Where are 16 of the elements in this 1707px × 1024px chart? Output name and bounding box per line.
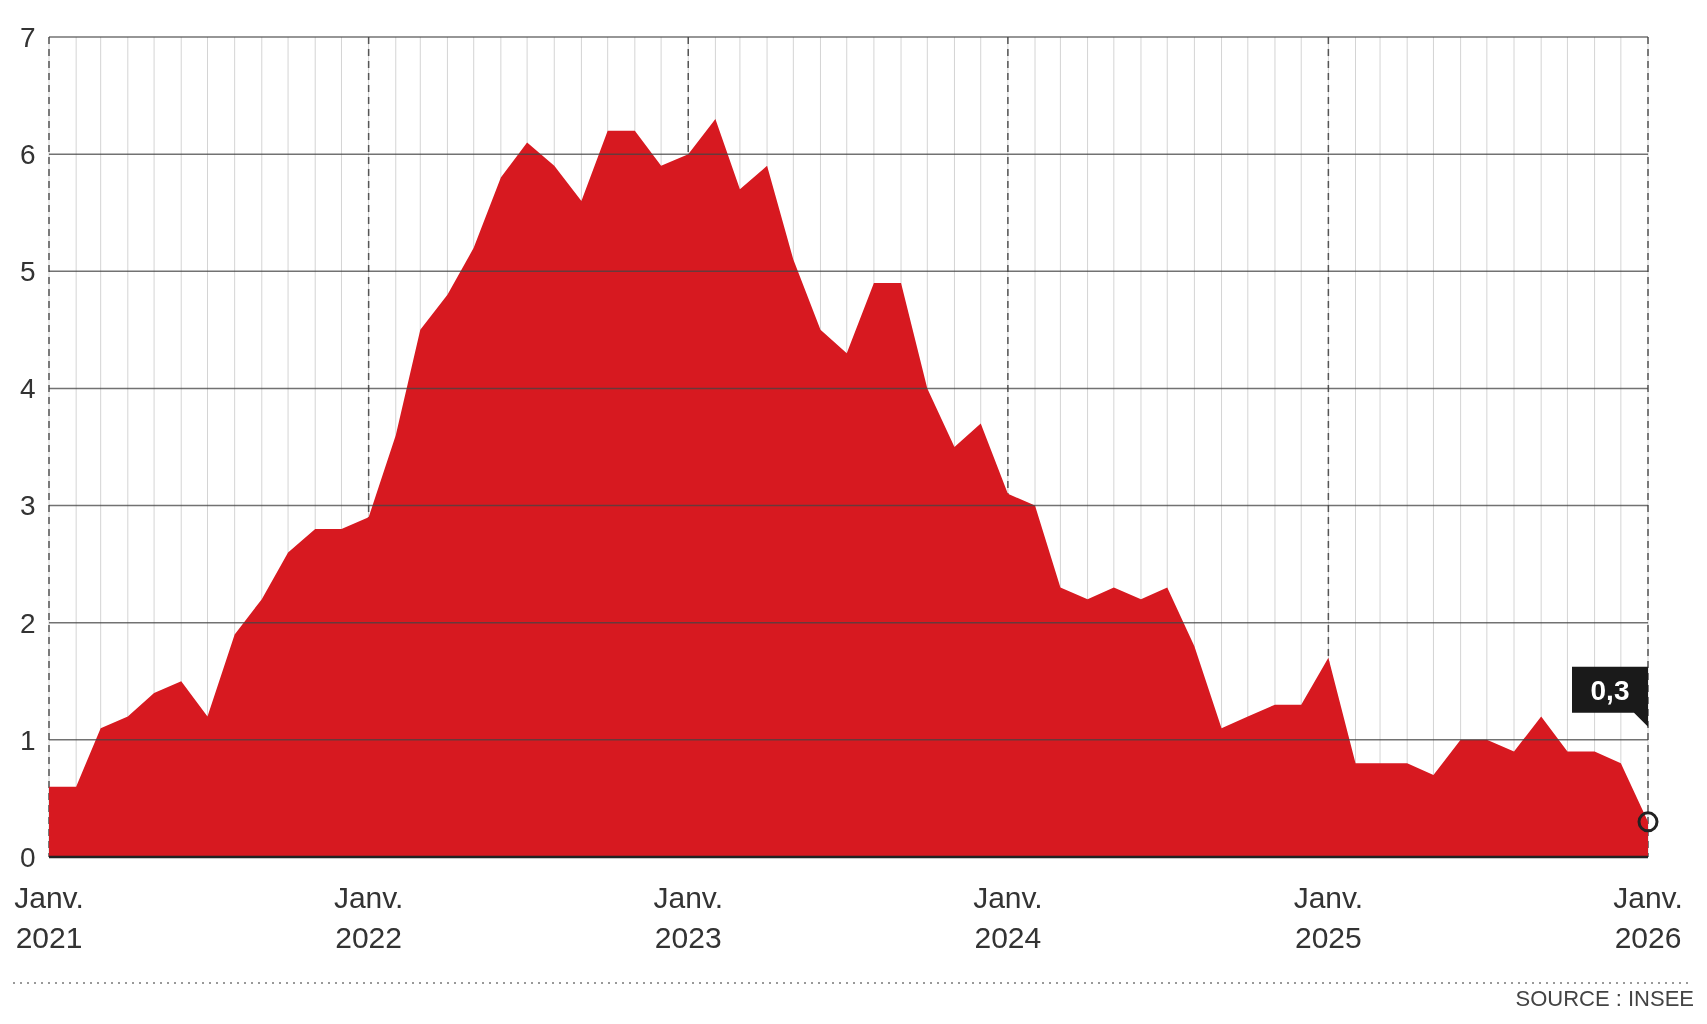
x-tick-label: Janv. 2021 — [14, 881, 84, 954]
y-tick-label: 1 — [20, 724, 36, 756]
x-tick-label: Janv. 2023 — [653, 881, 723, 954]
x-tick-label: Janv. 2022 — [333, 881, 404, 954]
x-tick-label: Janv. 2025 — [1293, 881, 1364, 954]
y-tick-label: 7 — [20, 21, 36, 53]
source-note: SOURCE : INSEE — [1515, 986, 1694, 1011]
annotation: 0,3 — [1590, 674, 1630, 706]
y-tick-label: 0 — [20, 841, 36, 873]
y-tick-label: 2 — [20, 607, 36, 639]
x-tick-label: Janv. 2026 — [1613, 881, 1683, 954]
y-tick-label: 4 — [20, 373, 36, 405]
y-tick-label: 6 — [20, 138, 36, 170]
x-tick-label: Janv. 2024 — [973, 881, 1043, 954]
y-tick-label: 3 — [20, 490, 36, 522]
y-tick-label: 5 — [20, 256, 36, 288]
